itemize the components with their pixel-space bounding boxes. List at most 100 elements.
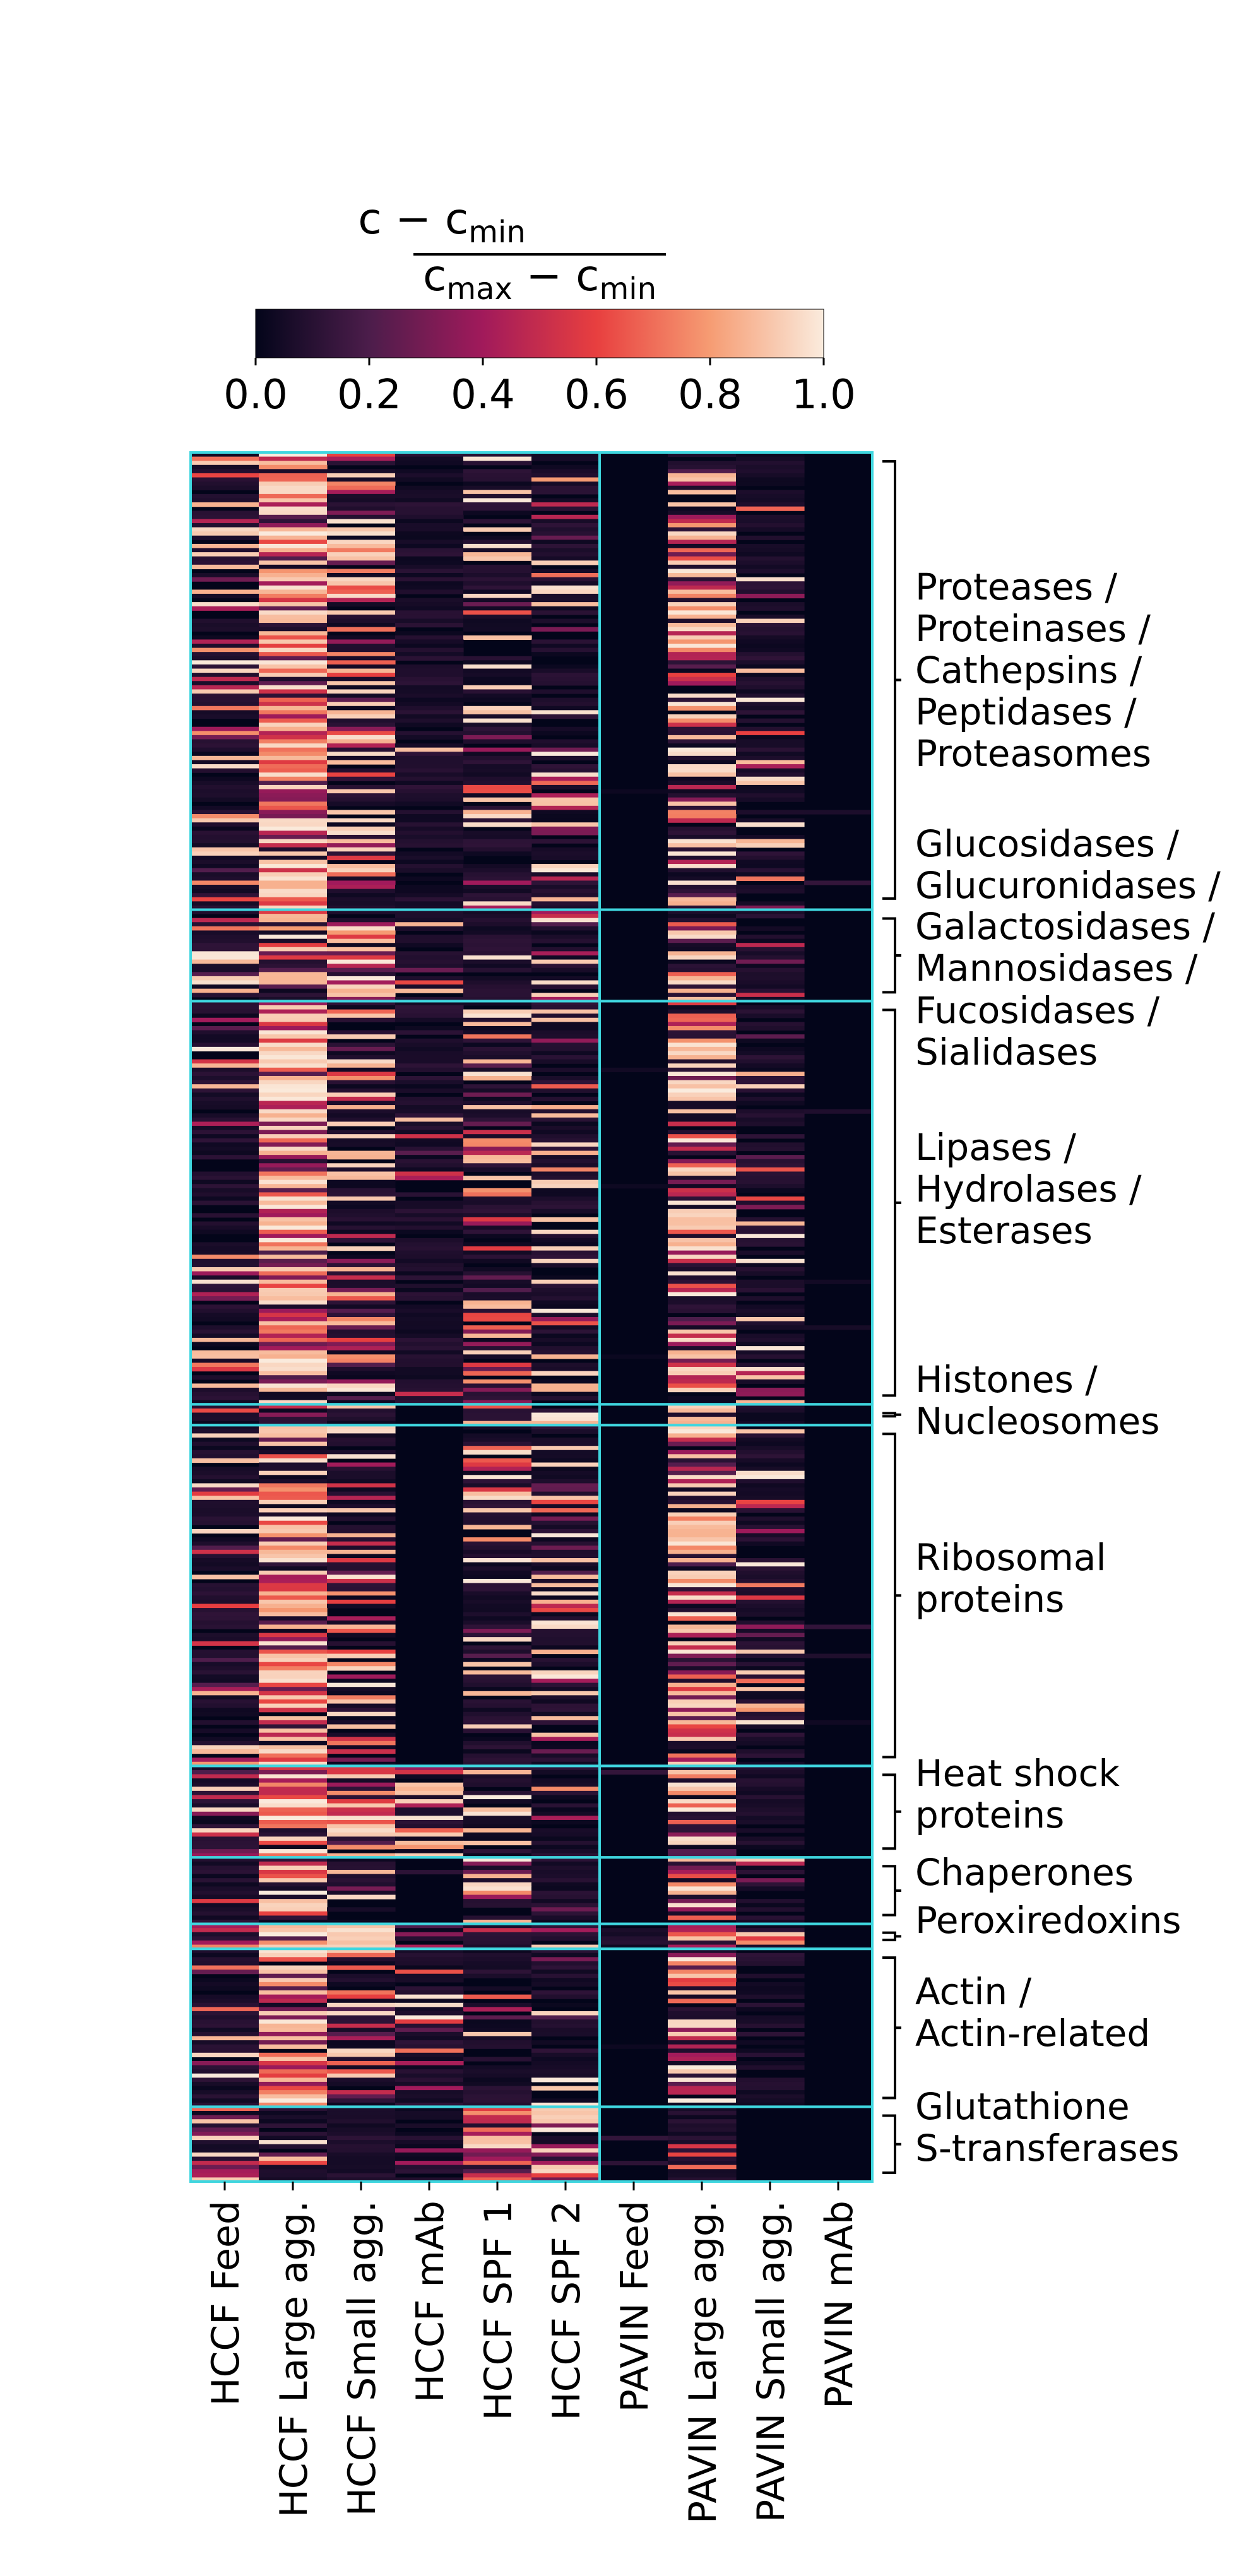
- heatmap-cell: [327, 1633, 396, 1638]
- heatmap-cell: [463, 2077, 532, 2083]
- heatmap-cell: [395, 1013, 464, 1019]
- heatmap-cell: [736, 1740, 805, 1746]
- heatmap-cell: [668, 897, 737, 902]
- heatmap-cell: [668, 1433, 737, 1438]
- heatmap-cell: [463, 535, 532, 540]
- heatmap-cell: [463, 1425, 532, 1430]
- heatmap-cell: [463, 967, 532, 972]
- heatmap-cell: [736, 639, 805, 644]
- heatmap-cell: [327, 1708, 396, 1713]
- heatmap-cell: [327, 589, 396, 594]
- heatmap-cell: [668, 1949, 737, 1954]
- heatmap-cell: [327, 1516, 396, 1521]
- heatmap-cell: [327, 602, 396, 607]
- heatmap-cell: [668, 2048, 737, 2053]
- heatmap-cell: [736, 1142, 805, 1147]
- heatmap-cell: [259, 514, 328, 519]
- heatmap-cell: [259, 901, 328, 906]
- heatmap-cell: [191, 2069, 259, 2074]
- heatmap-cell: [531, 1957, 600, 1962]
- heatmap-cell: [191, 1017, 259, 1022]
- heatmap-cell: [395, 2077, 464, 2083]
- heatmap-cell: [191, 1911, 259, 1917]
- heatmap-cell: [463, 2057, 532, 2062]
- heatmap-cell: [327, 1674, 396, 1679]
- heatmap-cell: [395, 743, 464, 748]
- heatmap-cell: [531, 1541, 600, 1546]
- heatmap-cell: [191, 901, 259, 906]
- heatmap-cell: [259, 1920, 328, 1925]
- heatmap-cell: [327, 818, 396, 823]
- heatmap-cell: [259, 947, 328, 952]
- heatmap-cell: [463, 1740, 532, 1746]
- heatmap-cell: [327, 577, 396, 582]
- heatmap-cell: [600, 1770, 668, 1775]
- heatmap-cell: [531, 1608, 600, 1613]
- heatmap-cell: [259, 1279, 328, 1284]
- heatmap-cell: [395, 772, 464, 777]
- heatmap-cell: [191, 1475, 259, 1480]
- heatmap-cell: [668, 1192, 737, 1197]
- heatmap-cell: [668, 1970, 737, 1975]
- heatmap-cell: [736, 1171, 805, 1176]
- heatmap-cell: [327, 893, 396, 898]
- heatmap-cell: [395, 1325, 464, 1330]
- heatmap-cell: [259, 618, 328, 623]
- heatmap-cell: [191, 1479, 259, 1484]
- heatmap-cell: [736, 951, 805, 956]
- heatmap-cell: [531, 456, 600, 461]
- heatmap-cell: [531, 1396, 600, 1401]
- heatmap-cell: [668, 723, 737, 728]
- heatmap-cell: [327, 1575, 396, 1580]
- heatmap-cell: [259, 1695, 328, 1700]
- heatmap-cell: [736, 689, 805, 694]
- heatmap-cell: [327, 1711, 396, 1716]
- heatmap-cell: [531, 681, 600, 686]
- heatmap-cell: [531, 1159, 600, 1164]
- heatmap-cell: [327, 1367, 396, 1372]
- heatmap-cell: [259, 1255, 328, 1260]
- heatmap-cell: [668, 1699, 737, 1705]
- heatmap-cell: [191, 514, 259, 519]
- heatmap-cell: [191, 1554, 259, 1559]
- heatmap-cell: [259, 1957, 328, 1962]
- heatmap-cell: [668, 2165, 737, 2170]
- heatmap-cell: [668, 1512, 737, 1517]
- heatmap-cell: [463, 485, 532, 490]
- heatmap-cell: [668, 1633, 737, 1638]
- heatmap-cell: [395, 938, 464, 943]
- heatmap-cell: [395, 1121, 464, 1126]
- heatmap-cell: [395, 893, 464, 898]
- heatmap-cell: [191, 1342, 259, 1347]
- heatmap-cell: [191, 1134, 259, 1139]
- heatmap-cell: [463, 851, 532, 856]
- heatmap-cell: [259, 988, 328, 993]
- heatmap-cell: [191, 1587, 259, 1592]
- heatmap-cell: [531, 1732, 600, 1737]
- heatmap-cell: [668, 1025, 737, 1031]
- heatmap-cell: [463, 2007, 532, 2012]
- heatmap-cell: [327, 1226, 396, 1231]
- heatmap-cell: [531, 1200, 600, 1205]
- heatmap-cell: [395, 1117, 464, 1123]
- heatmap-cell: [531, 1766, 600, 1771]
- heatmap-cell: [736, 1217, 805, 1222]
- heatmap-cell: [191, 1537, 259, 1542]
- heatmap-cell: [463, 1807, 532, 1812]
- heatmap-cell: [327, 1795, 396, 1800]
- heatmap-cell: [191, 498, 259, 503]
- heatmap-cell: [191, 493, 259, 499]
- heatmap-cell: [259, 2115, 328, 2120]
- heatmap-cell: [531, 901, 600, 906]
- heatmap-cell: [395, 1263, 464, 1268]
- heatmap-cell: [668, 1787, 737, 1792]
- heatmap-cell: [395, 1217, 464, 1222]
- heatmap-cell: [531, 1720, 600, 1725]
- heatmap-cell: [259, 1329, 328, 1334]
- heatmap-cell: [327, 673, 396, 678]
- heatmap-cell: [531, 2156, 600, 2161]
- heatmap-cell: [327, 623, 396, 628]
- heatmap-cell: [463, 1711, 532, 1716]
- heatmap-cell: [736, 1101, 805, 1106]
- heatmap-cell: [463, 1084, 532, 1089]
